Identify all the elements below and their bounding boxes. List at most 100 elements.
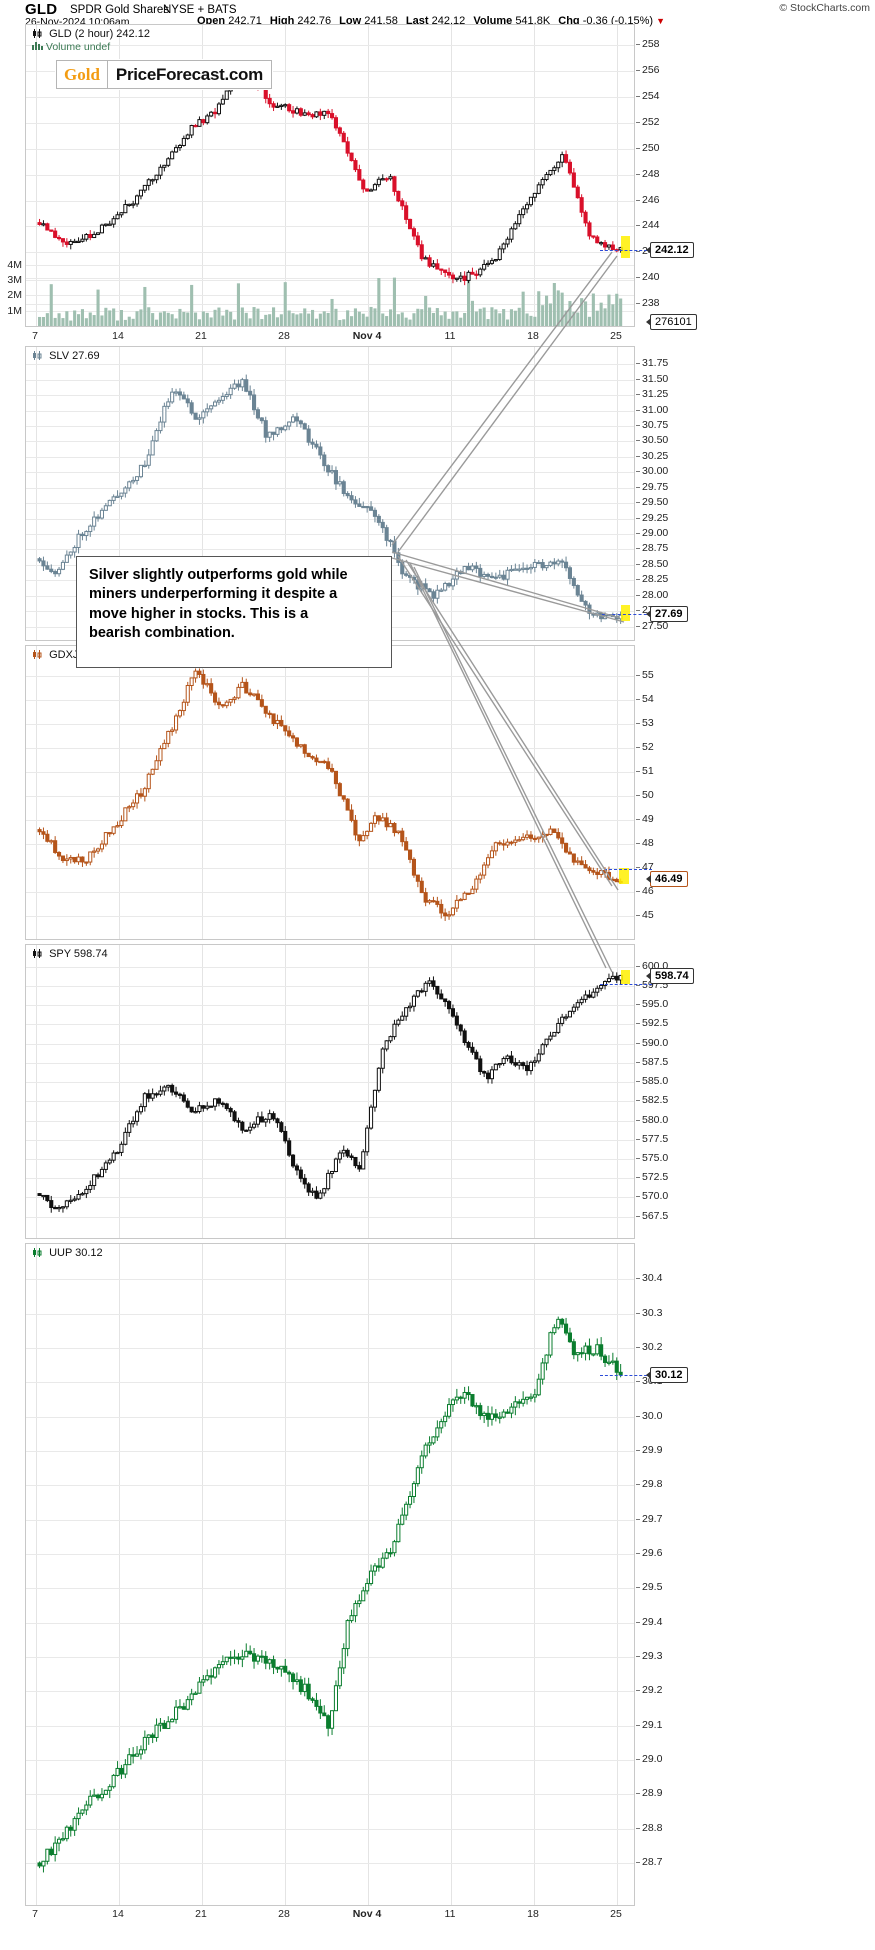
y-tick-label: 256	[642, 63, 660, 76]
gridline-horizontal	[26, 916, 634, 918]
x-tick-label: 25	[610, 1908, 622, 1920]
y-tick-label: 45	[642, 909, 654, 922]
y-tick-label: 46	[642, 885, 654, 898]
volume-tick-label: 3M	[7, 273, 22, 286]
y-tick-label: 28.9	[642, 1787, 663, 1800]
y-tick-label: 30.75	[642, 418, 669, 431]
gdxj-last-price-flag[interactable]: 46.49	[646, 871, 688, 888]
volume-gridline	[26, 279, 634, 281]
gridline-vertical	[534, 1244, 535, 1905]
x-tick-label: 28	[278, 330, 290, 342]
gridline-horizontal	[26, 487, 634, 489]
volume-tick-label: 2M	[7, 289, 22, 302]
y-tick-mark	[636, 121, 640, 123]
x-tick-label: 7	[32, 330, 38, 342]
y-tick-mark	[636, 1138, 640, 1140]
volume-gridline	[26, 295, 634, 297]
gridline-horizontal	[26, 986, 634, 988]
y-tick-label: 31.00	[642, 403, 669, 416]
y-tick-label: 30.3	[642, 1306, 663, 1319]
panel-spy-title: SPY 598.74	[49, 948, 108, 960]
uup-x-axis-labels: 7 14 21 28 Nov 4 11 18 25	[25, 1908, 635, 1922]
x-tick-label: 11	[444, 1908, 456, 1920]
y-tick-label: 27.50	[642, 619, 669, 632]
y-tick-mark	[636, 563, 640, 565]
y-tick-mark	[636, 1518, 640, 1520]
x-tick-label: 7	[32, 1908, 38, 1920]
y-tick-mark	[636, 1621, 640, 1623]
annotation-callout[interactable]: Silver slightly outperforms gold while m…	[76, 556, 392, 668]
y-tick-label: 585.0	[642, 1075, 669, 1088]
gridline-horizontal	[26, 1197, 634, 1199]
volume-gridline	[26, 310, 634, 312]
gridline-horizontal	[26, 395, 634, 397]
gridline-horizontal	[26, 1794, 634, 1796]
gridline-vertical	[617, 945, 618, 1238]
annotation-line-1: Silver slightly outperforms gold while	[89, 567, 348, 583]
gld-price-dashline	[600, 249, 652, 251]
gridline-vertical	[119, 945, 120, 1238]
y-tick-mark	[636, 394, 640, 396]
panel-slv-label: SLV 27.69	[32, 350, 100, 362]
spy-last-price-flag[interactable]: 598.74	[646, 967, 694, 984]
panel-gld-volume-title: Volume undef	[45, 41, 111, 53]
uup-y-axis: 30.430.330.230.130.029.929.829.729.629.5…	[636, 1243, 706, 1906]
gridline-horizontal	[26, 1657, 634, 1659]
y-tick-mark	[636, 69, 640, 71]
gridline-horizontal	[26, 1279, 634, 1281]
slv-price-dashline	[602, 613, 652, 615]
y-tick-mark	[636, 502, 640, 504]
gridline-horizontal	[26, 868, 634, 870]
gld-last-price-flag[interactable]: 242.12	[646, 241, 694, 258]
panel-uup[interactable]: UUP 30.12	[25, 1243, 635, 1906]
y-tick-mark	[636, 1861, 640, 1863]
y-tick-label: 250	[642, 141, 660, 154]
gridline-horizontal	[26, 174, 634, 176]
gridline-horizontal	[26, 675, 634, 677]
y-tick-mark	[636, 594, 640, 596]
symbol-description: SPDR Gold Shares	[70, 4, 170, 16]
gridline-horizontal	[26, 1120, 634, 1122]
y-tick-mark	[636, 867, 640, 869]
y-tick-mark	[636, 303, 640, 305]
panel-gdxj[interactable]: GDXJ 46.49	[25, 645, 635, 940]
gridline-horizontal	[26, 1313, 634, 1315]
y-tick-label: 28.25	[642, 573, 669, 586]
panel-uup-label: UUP 30.12	[32, 1247, 103, 1259]
gridline-horizontal	[26, 1451, 634, 1453]
slv-last-price-flag[interactable]: 27.69	[646, 605, 688, 622]
y-tick-label: 29.6	[642, 1547, 663, 1560]
y-tick-mark	[636, 722, 640, 724]
gld-volume-flag[interactable]: 276101	[646, 314, 697, 330]
y-tick-label: 30.0	[642, 1409, 663, 1422]
gld-x-axis-labels: 7 14 21 28 Nov 4 11 18 25	[25, 330, 635, 344]
gridline-horizontal	[26, 1005, 634, 1007]
y-tick-label: 29.9	[642, 1444, 663, 1457]
gridline-horizontal	[26, 1828, 634, 1830]
x-tick-label: Nov 4	[352, 1908, 382, 1920]
gridline-horizontal	[26, 1139, 634, 1141]
y-tick-mark	[636, 1119, 640, 1121]
priceforecast-logo[interactable]: Gold PriceForecast.com	[56, 60, 272, 89]
gridline-vertical	[36, 646, 37, 939]
gridline-horizontal	[26, 1082, 634, 1084]
uup-last-price-flag[interactable]: 30.12	[646, 1366, 688, 1383]
gridline-vertical	[285, 945, 286, 1238]
y-tick-label: 28.75	[642, 542, 669, 555]
gridline-horizontal	[26, 699, 634, 701]
last-candle-highlight	[621, 604, 630, 621]
y-tick-label: 30.25	[642, 449, 669, 462]
gridline-horizontal	[26, 96, 634, 98]
candlestick-series	[37, 668, 623, 921]
y-tick-label: 29.75	[642, 480, 669, 493]
y-tick-label: 258	[642, 37, 660, 50]
gridline-horizontal	[26, 122, 634, 124]
y-tick-label: 49	[642, 812, 654, 825]
y-tick-label: 31.50	[642, 372, 669, 385]
y-tick-mark	[636, 794, 640, 796]
panel-spy[interactable]: SPY 598.74	[25, 944, 635, 1239]
stockcharts-brand: © StockCharts.com	[779, 2, 870, 14]
gridline-vertical	[202, 1244, 203, 1905]
gridline-horizontal	[26, 1024, 634, 1026]
y-tick-label: 587.5	[642, 1055, 669, 1068]
